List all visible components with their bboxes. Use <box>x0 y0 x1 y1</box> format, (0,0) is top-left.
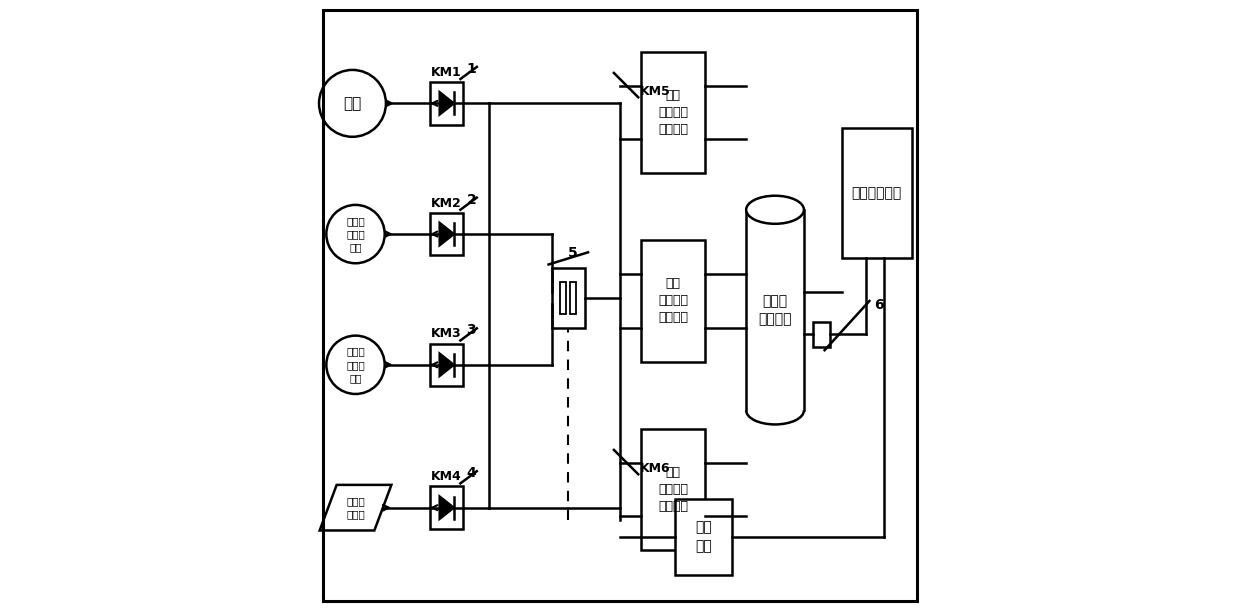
Bar <box>641 429 706 550</box>
Text: 储气补气单元: 储气补气单元 <box>852 186 901 200</box>
Text: 4: 4 <box>466 466 476 480</box>
Text: 第二
整流变换
电源模块: 第二 整流变换 电源模块 <box>658 277 688 325</box>
Bar <box>430 82 464 125</box>
Text: 控制
单元: 控制 单元 <box>696 520 712 553</box>
Text: 第三
整流变换
电源模块: 第三 整流变换 电源模块 <box>658 466 688 513</box>
Text: 5: 5 <box>568 246 578 260</box>
Polygon shape <box>440 223 454 245</box>
Text: KM4: KM4 <box>432 471 463 483</box>
Ellipse shape <box>746 196 804 224</box>
Text: KM5: KM5 <box>640 85 670 98</box>
Text: 第二风
力发电
装置: 第二风 力发电 装置 <box>346 347 365 383</box>
Text: 电解水
制氢单元: 电解水 制氢单元 <box>759 294 792 326</box>
Bar <box>552 268 585 328</box>
Text: 6: 6 <box>874 298 884 312</box>
Text: 1: 1 <box>466 62 476 76</box>
Bar <box>675 499 733 575</box>
Bar <box>842 128 911 258</box>
Bar <box>641 52 706 173</box>
Polygon shape <box>440 497 454 519</box>
Text: KM2: KM2 <box>432 197 463 210</box>
Polygon shape <box>440 354 454 376</box>
Text: 第一风
力发电
装置: 第一风 力发电 装置 <box>346 216 365 252</box>
Text: 光伏发
电装置: 光伏发 电装置 <box>346 496 365 519</box>
Text: 3: 3 <box>466 323 476 337</box>
Bar <box>430 213 464 255</box>
Polygon shape <box>320 485 392 530</box>
Bar <box>641 240 706 362</box>
Circle shape <box>319 70 386 137</box>
Text: 第一
整流变换
电源模块: 第一 整流变换 电源模块 <box>658 89 688 136</box>
Text: KM1: KM1 <box>432 66 463 79</box>
Text: 2: 2 <box>466 193 476 207</box>
Circle shape <box>326 205 384 263</box>
Bar <box>570 282 577 314</box>
Circle shape <box>326 336 384 394</box>
Polygon shape <box>440 92 454 114</box>
Text: 市电: 市电 <box>343 96 362 111</box>
Text: KM6: KM6 <box>640 461 670 475</box>
Text: KM3: KM3 <box>432 328 461 340</box>
Bar <box>430 344 464 386</box>
Bar <box>813 322 830 347</box>
Bar <box>430 486 464 529</box>
Bar <box>560 282 567 314</box>
